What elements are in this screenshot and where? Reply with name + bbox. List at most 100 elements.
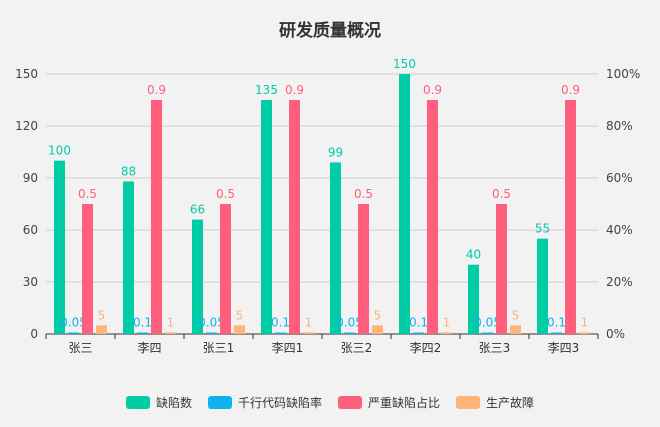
y-right-tick-label: 0% (606, 327, 625, 341)
bar (358, 204, 369, 334)
data-label: 100 (48, 144, 71, 158)
bar (137, 332, 148, 334)
bar (220, 204, 231, 334)
legend-label: 生产故障 (486, 396, 535, 410)
data-label: 0.9 (147, 83, 166, 97)
bar (496, 204, 507, 334)
y-left-tick-label: 150 (15, 67, 38, 81)
y-right-tick-label: 40% (606, 223, 633, 237)
data-label: 0.1 (133, 316, 152, 330)
legend-item[interactable]: 生产故障 (456, 394, 534, 411)
bar (372, 325, 383, 334)
y-right-tick-label: 60% (606, 171, 633, 185)
data-label: 0.9 (285, 83, 304, 97)
legend-swatch (456, 396, 481, 409)
bar (206, 332, 217, 334)
data-label: 0.05 (198, 316, 225, 330)
data-label: 5 (98, 308, 106, 322)
bar (68, 332, 79, 334)
data-label: 0.1 (271, 316, 290, 330)
bar (565, 100, 576, 334)
legend-item[interactable]: 千行代码缺陷率 (207, 394, 322, 411)
x-tick-label: 张三1 (203, 341, 235, 355)
bar (96, 325, 107, 334)
bar (537, 238, 548, 334)
bar (551, 332, 562, 334)
y-left-tick-label: 120 (15, 119, 38, 133)
bar (330, 162, 341, 334)
data-label: 5 (374, 308, 382, 322)
bar (482, 332, 493, 334)
x-tick-label: 张三 (68, 341, 92, 355)
legend-swatch (338, 396, 362, 409)
x-tick-label: 李四1 (272, 340, 304, 355)
legend-swatch (207, 396, 232, 409)
data-label: 88 (121, 164, 136, 178)
bar (344, 332, 355, 334)
bar (192, 219, 203, 334)
bar (413, 332, 424, 334)
data-label: 99 (328, 145, 343, 159)
data-label: 0.05 (474, 316, 501, 330)
bar (427, 100, 438, 334)
legend-item[interactable]: 缺陷数 (125, 394, 192, 411)
legend-label: 缺陷数 (155, 396, 192, 410)
bar (275, 332, 286, 334)
x-tick-label: 张三2 (341, 341, 373, 355)
data-label: 0.5 (78, 187, 97, 201)
chart-legend[interactable]: 缺陷数 千行代码缺陷率 严重缺陷占比 生产故障 (0, 394, 660, 411)
y-left-tick-label: 60 (23, 223, 38, 237)
y-right-tick-label: 80% (606, 119, 633, 133)
bar (54, 160, 65, 334)
data-label: 1 (581, 315, 589, 329)
legend-label: 严重缺陷占比 (368, 396, 441, 410)
data-label: 0.9 (423, 83, 442, 97)
x-tick-label: 李四2 (410, 340, 442, 355)
data-label: 1 (167, 315, 175, 329)
y-left-tick-label: 0 (30, 327, 38, 341)
data-label: 1 (443, 315, 451, 329)
data-label: 1 (305, 315, 313, 329)
data-label: 0.05 (336, 316, 363, 330)
chart-title: 研发质量概况 (279, 21, 381, 41)
data-label: 5 (512, 308, 520, 322)
y-left-tick-label: 30 (23, 275, 38, 289)
legend-item[interactable]: 严重缺陷占比 (338, 394, 440, 411)
bar (510, 325, 521, 334)
data-label: 0.5 (216, 187, 235, 201)
bar (151, 100, 162, 334)
y-right-tick-label: 20% (606, 275, 633, 289)
bar (165, 332, 176, 334)
data-label: 55 (535, 222, 550, 236)
bar (261, 100, 272, 334)
data-label: 0.9 (561, 83, 580, 97)
x-tick-label: 李四 (137, 340, 161, 355)
bar (123, 181, 134, 334)
data-label: 40 (466, 248, 481, 262)
data-label: 150 (393, 57, 416, 71)
data-label: 0.1 (547, 316, 566, 330)
bar (289, 100, 300, 334)
bar (579, 332, 590, 334)
data-label: 0.05 (60, 316, 87, 330)
data-label: 66 (190, 203, 205, 217)
data-label: 0.5 (354, 187, 373, 201)
bar (468, 264, 479, 334)
x-tick-label: 张三3 (479, 341, 511, 355)
bar (82, 204, 93, 334)
y-left-tick-label: 90 (23, 171, 38, 185)
data-label: 5 (236, 308, 244, 322)
bar (441, 332, 452, 334)
data-label: 135 (255, 83, 278, 97)
bar (399, 74, 410, 334)
bar (234, 325, 245, 334)
legend-swatch (125, 396, 150, 409)
x-tick-label: 李四3 (548, 340, 580, 355)
data-label: 0.5 (492, 187, 511, 201)
bar (303, 332, 314, 334)
y-right-tick-label: 100% (606, 67, 640, 81)
legend-label: 千行代码缺陷率 (237, 396, 322, 410)
data-label: 0.1 (409, 316, 428, 330)
